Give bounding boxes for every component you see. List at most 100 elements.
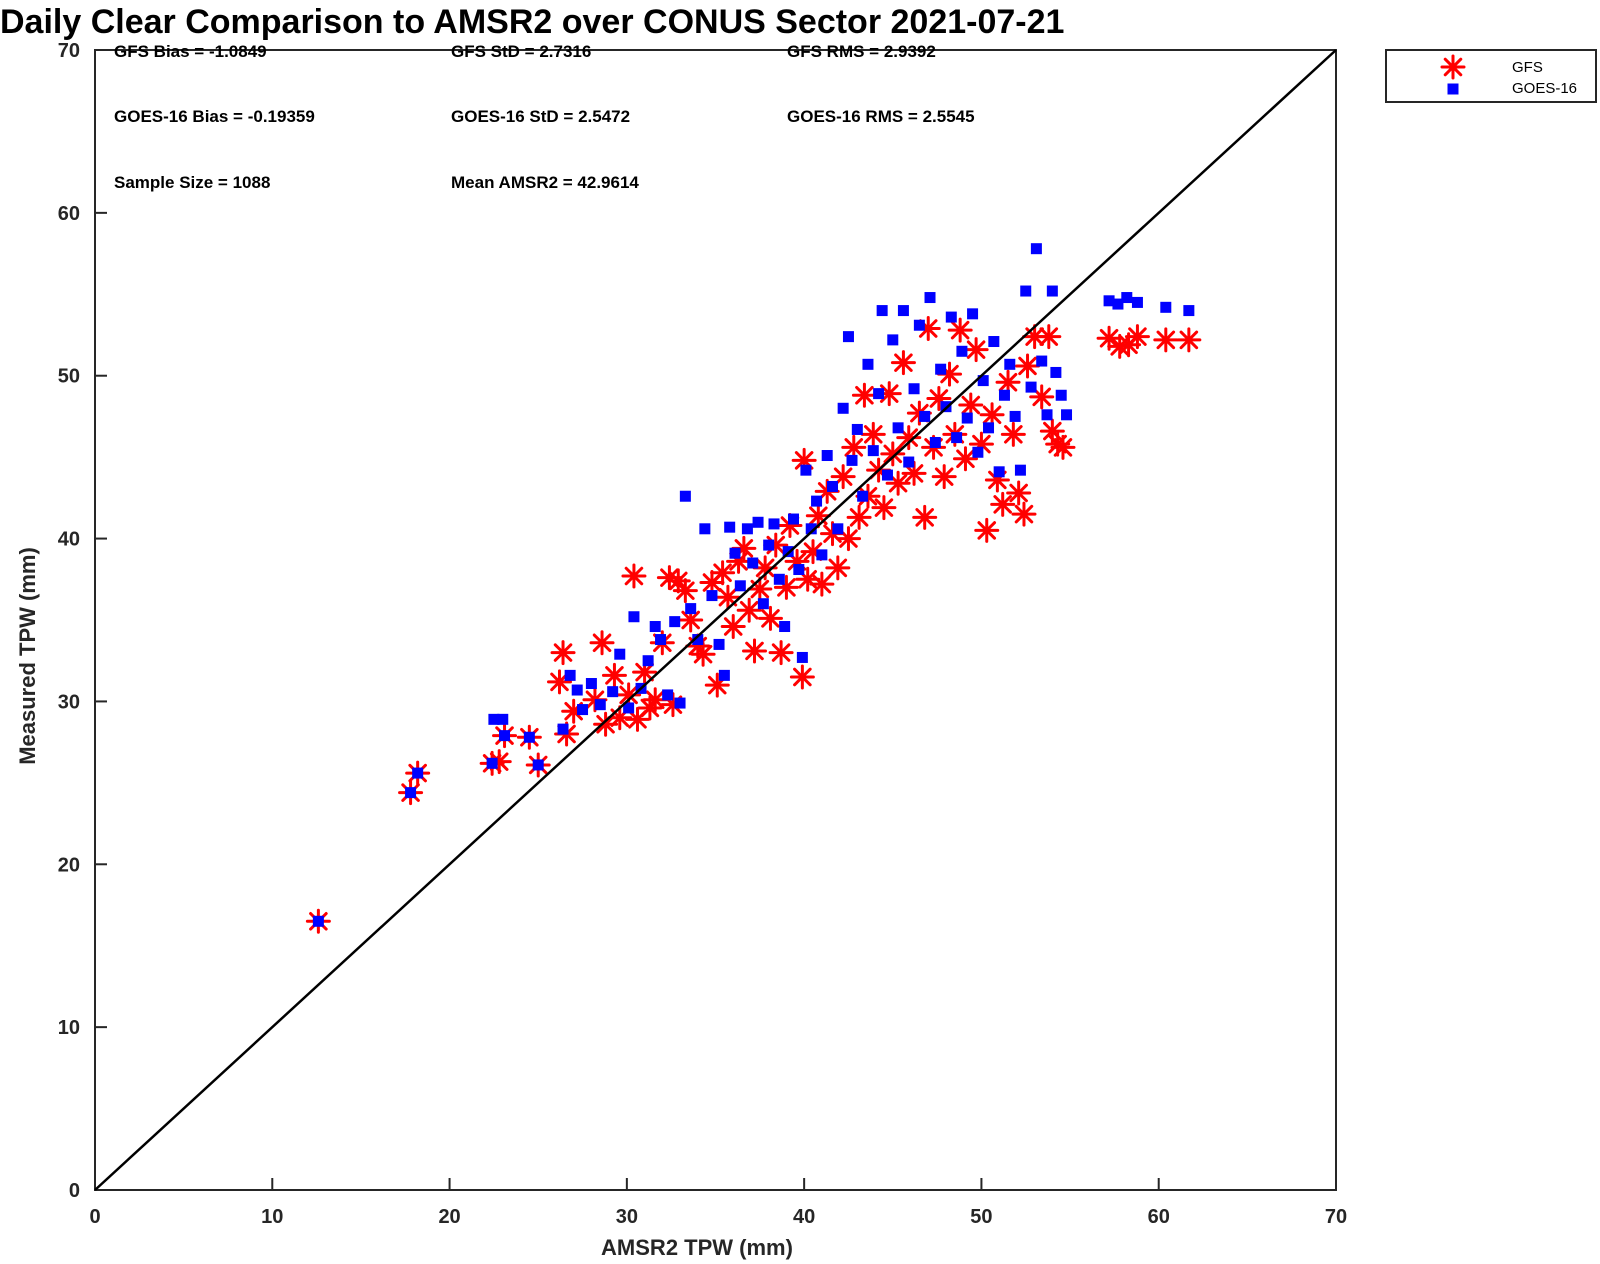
goes16-point xyxy=(945,311,957,323)
y-tick-label: 10 xyxy=(58,1017,80,1039)
goes16-point xyxy=(718,669,730,681)
goes16-point xyxy=(800,464,812,476)
gfs-point xyxy=(736,597,762,623)
goes16-point xyxy=(1014,464,1026,476)
one-to-one-line xyxy=(94,49,1337,1191)
goes16-point xyxy=(405,787,417,799)
stat-gfs-bias: GFS Bias = -1.0849 xyxy=(114,42,267,61)
y-tick-label: 0 xyxy=(69,1180,80,1202)
goes16-point xyxy=(793,564,805,576)
goes16-point xyxy=(1050,366,1062,378)
goes16-point xyxy=(1121,292,1133,304)
goes16-point xyxy=(594,699,606,711)
y-tick-label: 40 xyxy=(58,529,80,551)
goes16-point xyxy=(892,422,904,434)
gfs-point xyxy=(616,682,642,708)
goes16-point xyxy=(827,480,839,492)
goes16-point xyxy=(1041,409,1053,421)
gfs-point xyxy=(710,560,736,586)
x-tick-label: 60 xyxy=(1148,1206,1170,1228)
stat-goes-bias: GOES-16 Bias = -0.19359 xyxy=(114,107,315,126)
legend-box xyxy=(1385,49,1597,103)
goes16-point xyxy=(699,523,711,535)
y-tick-label: 50 xyxy=(58,366,80,388)
gfs-point xyxy=(1124,324,1150,350)
goes16-point xyxy=(674,697,686,709)
goes16-point xyxy=(706,590,718,602)
goes16-point xyxy=(967,308,979,320)
legend-goes16-marker xyxy=(1447,83,1459,95)
goes16-point xyxy=(642,655,654,667)
gfs-point xyxy=(1015,353,1041,379)
goes16-point xyxy=(734,580,746,592)
goes16-point xyxy=(488,713,500,725)
gfs-point xyxy=(979,402,1005,428)
gfs-point xyxy=(995,369,1021,395)
goes16-point xyxy=(768,518,780,530)
gfs-point xyxy=(621,563,647,589)
gfs-point xyxy=(841,434,867,460)
goes16-point xyxy=(1030,243,1042,255)
gfs-point xyxy=(1096,325,1122,351)
goes16-point xyxy=(523,731,535,743)
gfs-point xyxy=(768,640,794,666)
legend-gfs-label: GFS xyxy=(1512,59,1543,76)
gfs-point xyxy=(1176,327,1202,353)
gfs-point xyxy=(825,555,851,581)
gfs-point xyxy=(846,504,872,530)
gfs-point xyxy=(958,392,984,418)
goes16-point xyxy=(628,611,640,623)
goes16-point xyxy=(961,412,973,424)
goes16-point xyxy=(935,363,947,375)
goes16-series xyxy=(312,243,1195,927)
legend-goes16-label: GOES-16 xyxy=(1512,80,1577,97)
gfs-point xyxy=(871,495,897,521)
y-tick-label: 60 xyxy=(58,203,80,225)
plot-frame xyxy=(94,49,1337,1191)
gfs-point xyxy=(947,317,973,343)
goes16-point xyxy=(1160,301,1172,313)
y-tick-label: 20 xyxy=(58,854,80,876)
gfs-point xyxy=(830,464,856,490)
goes16-point xyxy=(862,358,874,370)
goes16-point xyxy=(851,423,863,435)
x-tick-label: 30 xyxy=(616,1206,638,1228)
gfs-point xyxy=(912,504,938,530)
x-tick-label: 20 xyxy=(438,1206,460,1228)
gfs-point xyxy=(690,641,716,667)
y-tick-label: 70 xyxy=(58,40,80,62)
goes16-point xyxy=(585,678,597,690)
stat-sample-size: Sample Size = 1088 xyxy=(114,173,270,192)
gfs-point xyxy=(1029,384,1055,410)
gfs-point xyxy=(880,441,906,467)
goes16-point xyxy=(649,621,661,633)
goes16-point xyxy=(1025,381,1037,393)
goes16-point xyxy=(747,557,759,569)
goes16-point xyxy=(924,292,936,304)
gfs-point xyxy=(1153,327,1179,353)
goes16-point xyxy=(988,336,1000,348)
goes16-point xyxy=(983,422,995,434)
gfs-point xyxy=(931,464,957,490)
goes16-point xyxy=(1020,285,1032,297)
goes16-point xyxy=(867,445,879,457)
goes16-point xyxy=(662,689,674,701)
gfs-point xyxy=(742,638,768,664)
goes16-point xyxy=(607,686,619,698)
goes16-point xyxy=(816,549,828,561)
goes16-point xyxy=(713,638,725,650)
gfs-point xyxy=(747,576,773,602)
goes16-point xyxy=(1103,295,1115,307)
goes16-point xyxy=(412,767,424,779)
goes16-point xyxy=(811,495,823,507)
goes16-point xyxy=(929,436,941,448)
gfs-point xyxy=(757,605,783,631)
goes16-point xyxy=(842,331,854,343)
gfs-point xyxy=(1036,324,1062,350)
stat-mean-amsr2: Mean AMSR2 = 42.9614 xyxy=(451,173,639,192)
goes16-point xyxy=(832,523,844,535)
gfs-point xyxy=(789,664,815,690)
goes16-point xyxy=(1183,305,1195,317)
